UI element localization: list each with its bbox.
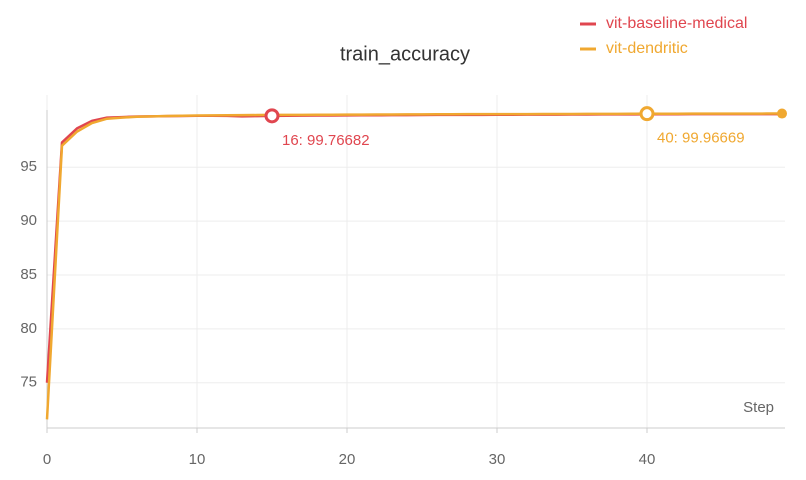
y-tick-label: 95 [20,158,37,175]
y-tick-label: 75 [20,374,37,391]
series-line [45,112,782,420]
annotation-marker [639,106,655,122]
legend-label: vit-dendritic [606,40,688,57]
x-tick-label: 30 [489,451,506,468]
x-tick-label: 20 [339,451,356,468]
x-tick-label: 10 [189,451,206,468]
x-axis-label: Step [743,399,774,416]
x-tick-label: 0 [43,451,51,468]
chart-title: train_accuracy [340,43,470,65]
end-point [777,108,787,119]
y-tick-label: 80 [20,320,37,337]
series-line [45,112,782,383]
annotation-label: 40: 99.96669 [657,130,745,147]
annotation-label: 16: 99.76682 [282,132,370,149]
legend-label: vit-baseline-medical [606,15,747,32]
y-tick-label: 90 [20,212,37,229]
y-tick-label: 85 [20,266,37,283]
x-tick-label: 40 [639,451,656,468]
annotation-marker [264,108,280,124]
